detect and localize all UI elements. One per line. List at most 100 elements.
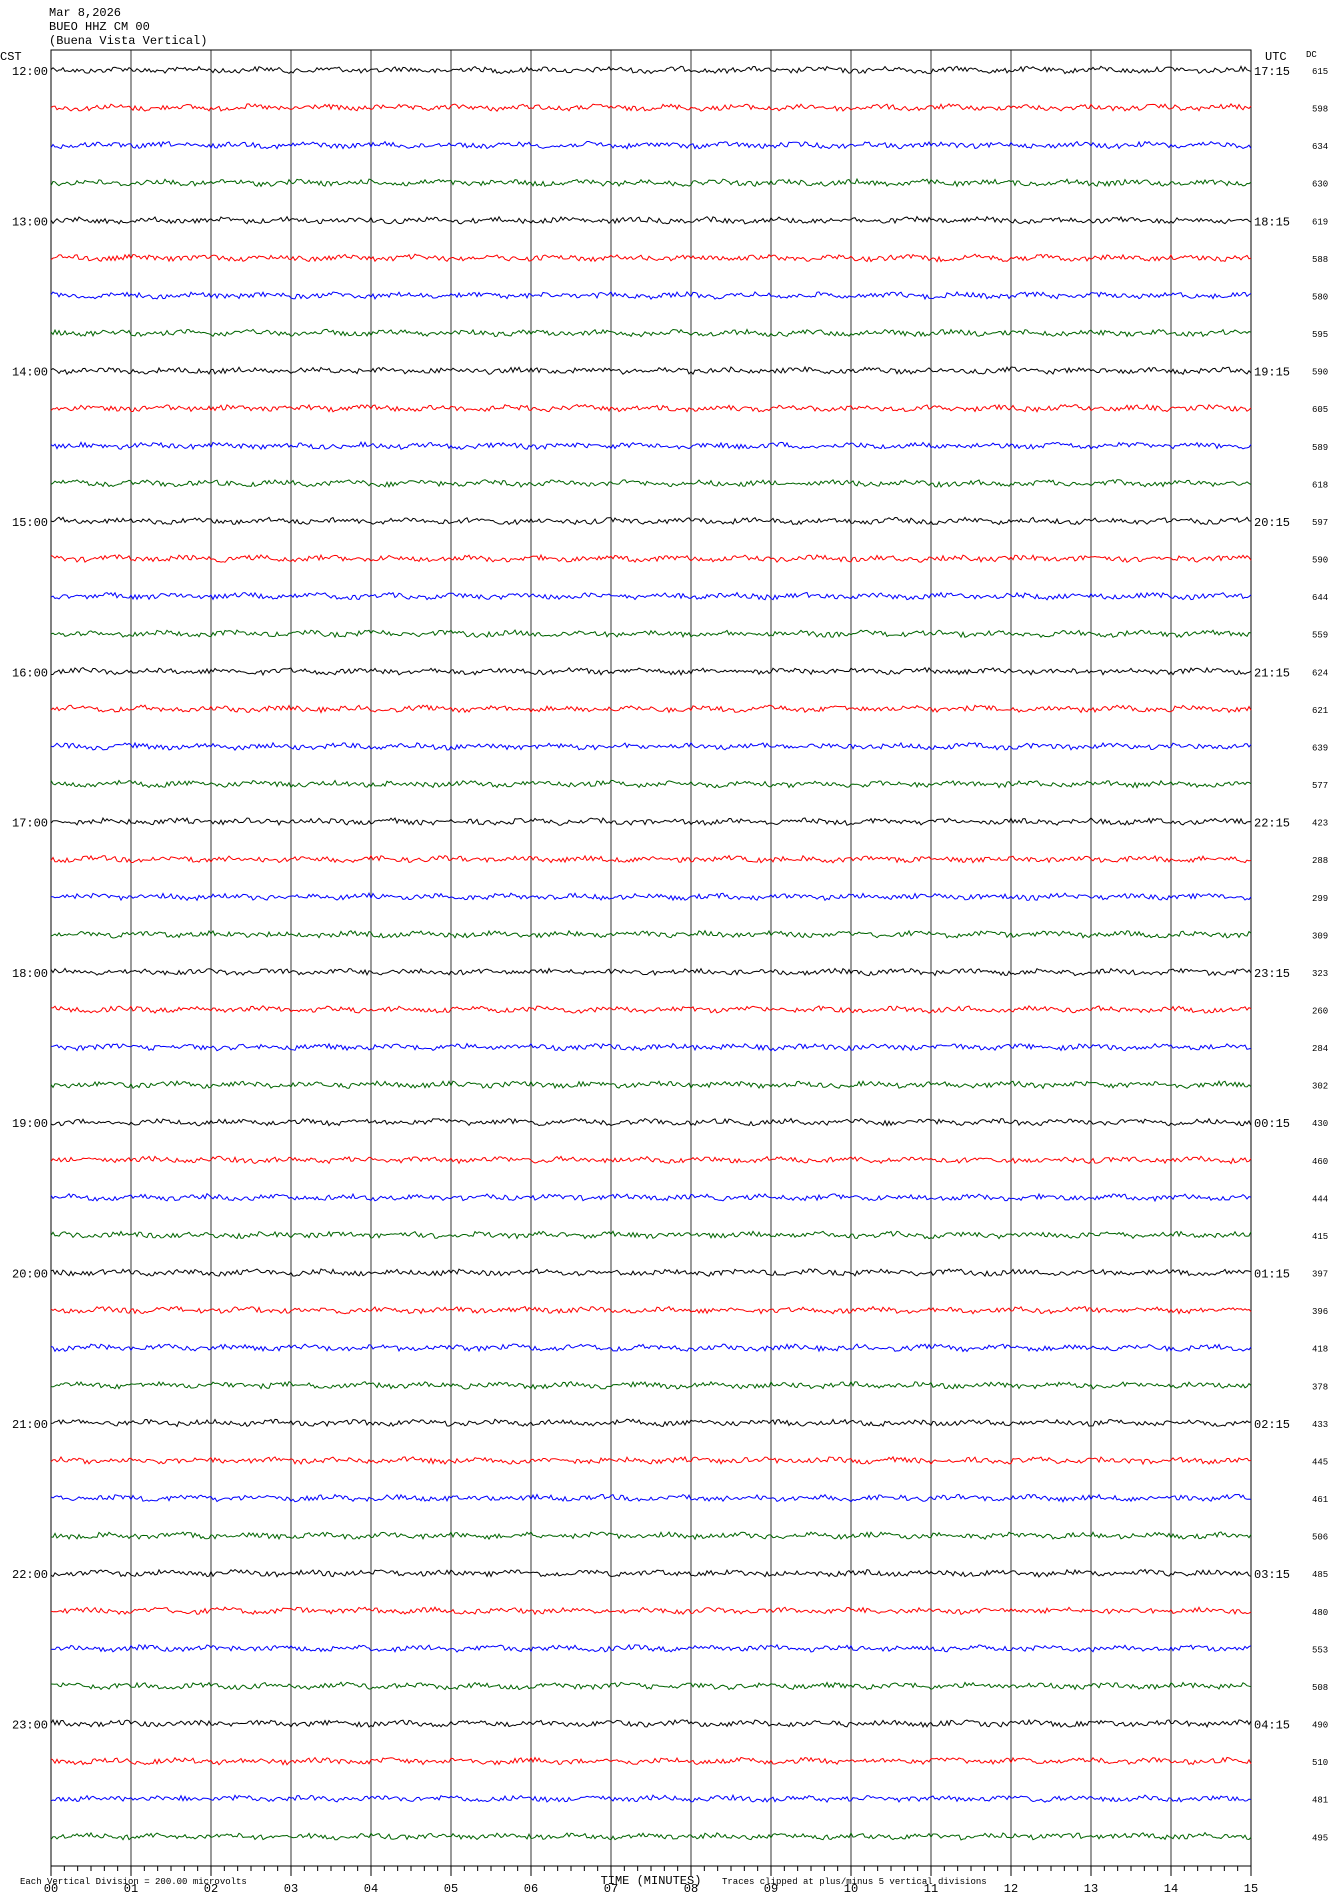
trace [50, 1493, 1252, 1503]
trace [50, 929, 1252, 939]
dc-value: 433 [1312, 1420, 1328, 1430]
x-tick-label: 05 [444, 1882, 458, 1894]
trace [50, 1831, 1252, 1841]
cst-label: 16:00 [12, 666, 48, 680]
dc-value: 644 [1312, 593, 1328, 603]
dc-value: 460 [1312, 1157, 1328, 1167]
x-tick-label: 11 [924, 1882, 938, 1894]
dc-value: 506 [1312, 1533, 1328, 1543]
x-tick-label: 10 [844, 1882, 858, 1894]
dc-value: 495 [1312, 1833, 1328, 1843]
x-tick-label: 06 [524, 1882, 538, 1894]
dc-value: 445 [1312, 1457, 1328, 1467]
trace [50, 1155, 1252, 1165]
dc-value: 260 [1312, 1007, 1328, 1017]
x-tick-label: 14 [1164, 1882, 1178, 1894]
dc-value: 430 [1312, 1119, 1328, 1129]
dc-value: 481 [1312, 1796, 1328, 1806]
dc-value: 580 [1312, 292, 1328, 302]
dc-value: 302 [1312, 1082, 1328, 1092]
dc-value: 415 [1312, 1232, 1328, 1242]
dc-value: 553 [1312, 1645, 1328, 1655]
dc-value: 588 [1312, 255, 1328, 265]
x-tick-label: 04 [364, 1882, 378, 1894]
cst-label: 22:00 [12, 1568, 48, 1582]
utc-label: 04:15 [1254, 1719, 1290, 1733]
trace [50, 1455, 1252, 1466]
cst-label: 12:00 [12, 65, 48, 79]
utc-label: 23:15 [1254, 967, 1290, 981]
trace [50, 215, 1252, 225]
cst-label: 14:00 [12, 366, 48, 380]
dc-value: 309 [1312, 931, 1328, 941]
utc-label: 18:15 [1254, 215, 1290, 229]
trace [50, 1681, 1252, 1691]
right-axis-title: UTC [1265, 50, 1287, 64]
header-line: BUEO HHZ CM 00 [49, 20, 150, 34]
trace [50, 253, 1252, 263]
utc-label: 02:15 [1254, 1418, 1290, 1432]
left-axis-title: CST [0, 50, 22, 64]
dc-value: 634 [1312, 142, 1328, 152]
x-tick-label: 12 [1004, 1882, 1018, 1894]
dc-value: 508 [1312, 1683, 1328, 1693]
dc-value: 461 [1312, 1495, 1328, 1505]
x-tick-label: 13 [1084, 1882, 1098, 1894]
dc-value: 619 [1312, 217, 1328, 227]
header-line: (Buena Vista Vertical) [49, 34, 207, 48]
trace [50, 553, 1252, 563]
trace [50, 1380, 1252, 1390]
trace [50, 1418, 1252, 1428]
dc-value: 589 [1312, 443, 1328, 453]
x-tick-label: 09 [764, 1882, 778, 1894]
dc-value: 590 [1312, 556, 1328, 566]
x-tick-label: 03 [284, 1882, 298, 1894]
x-tick-label: 15 [1244, 1882, 1258, 1894]
trace [50, 892, 1252, 902]
dc-value: 624 [1312, 668, 1328, 678]
utc-label: 03:15 [1254, 1568, 1290, 1582]
trace [50, 441, 1252, 451]
x-tick-label: 00 [44, 1882, 58, 1894]
dc-value: 590 [1312, 368, 1328, 378]
trace [50, 1005, 1252, 1014]
cst-label: 21:00 [12, 1418, 48, 1432]
trace [50, 328, 1252, 338]
trace [50, 817, 1252, 827]
header-line: Mar 8,2026 [49, 6, 121, 20]
trace [50, 1643, 1252, 1653]
trace [50, 65, 1252, 75]
dc-value: 378 [1312, 1382, 1328, 1392]
dc-value: 418 [1312, 1345, 1328, 1355]
dc-value: 444 [1312, 1194, 1328, 1204]
dc-value: 490 [1312, 1721, 1328, 1731]
utc-label: 01:15 [1254, 1268, 1290, 1282]
trace [50, 1606, 1252, 1616]
utc-label: 19:15 [1254, 366, 1290, 380]
x-tick-label: 07 [604, 1882, 618, 1894]
trace [50, 1756, 1252, 1766]
dc-value: 396 [1312, 1307, 1328, 1317]
trace [50, 1531, 1252, 1541]
utc-label: 17:15 [1254, 65, 1290, 79]
trace [50, 1042, 1252, 1052]
dc-value: 630 [1312, 180, 1328, 190]
x-tick-label: 01 [124, 1882, 138, 1894]
trace [50, 1718, 1252, 1729]
utc-label: 00:15 [1254, 1117, 1290, 1131]
dc-value: 323 [1312, 969, 1328, 979]
dc-value: 615 [1312, 67, 1328, 77]
dc-value: 284 [1312, 1044, 1328, 1054]
trace [50, 1343, 1252, 1353]
trace [50, 967, 1252, 977]
footer-clip: Traces clipped at plus/minus 5 vertical … [722, 1877, 987, 1887]
dc-value: 598 [1312, 105, 1328, 115]
trace [50, 779, 1252, 789]
dc-value: 577 [1312, 781, 1328, 791]
trace [50, 1117, 1252, 1127]
dc-value: 559 [1312, 631, 1328, 641]
cst-label: 17:00 [12, 817, 48, 831]
trace [50, 479, 1252, 489]
dc-value: 621 [1312, 706, 1328, 716]
